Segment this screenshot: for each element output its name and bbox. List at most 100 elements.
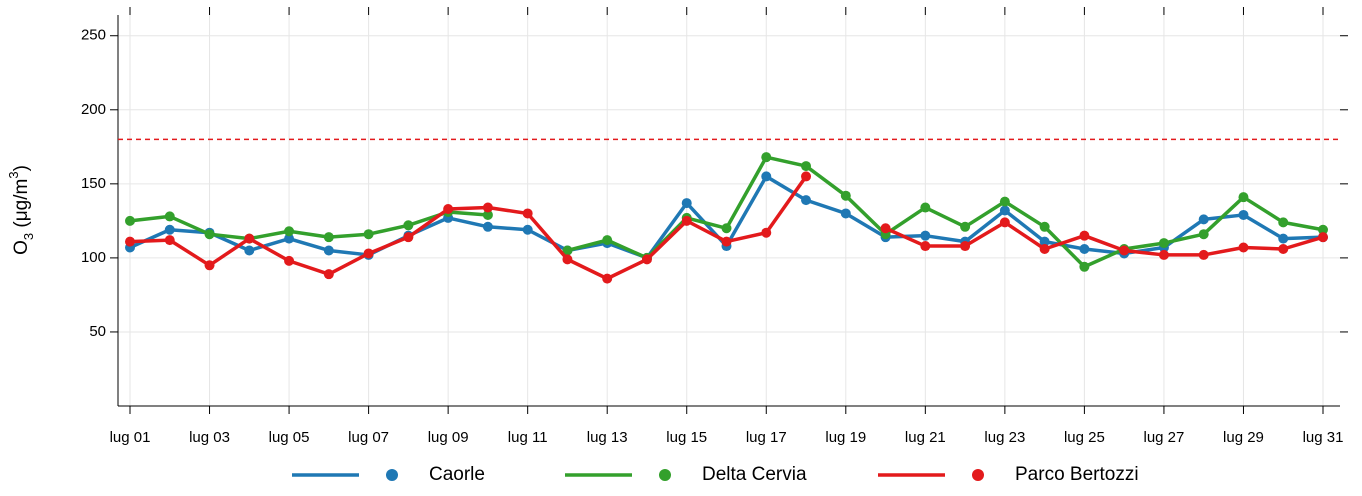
data-point xyxy=(1278,217,1289,228)
data-point xyxy=(1039,244,1050,255)
data-point xyxy=(1079,244,1090,255)
x-tick-label: lug 15 xyxy=(666,429,707,446)
data-point xyxy=(681,198,692,209)
data-point xyxy=(920,241,931,252)
data-point xyxy=(840,208,851,219)
y-tick-label: 200 xyxy=(81,101,106,118)
data-point xyxy=(1158,238,1169,249)
data-point xyxy=(1198,214,1209,225)
data-point xyxy=(721,223,732,234)
data-point xyxy=(1119,245,1130,256)
data-point xyxy=(244,233,255,244)
data-point xyxy=(284,255,295,266)
data-point xyxy=(960,221,971,232)
data-point xyxy=(323,269,334,280)
data-point xyxy=(880,223,891,234)
legend-dot xyxy=(386,469,398,481)
data-point xyxy=(999,196,1010,207)
data-point xyxy=(1278,233,1289,244)
data-point xyxy=(801,171,812,182)
data-point xyxy=(522,224,533,235)
x-tick-label: lug 29 xyxy=(1223,429,1264,446)
data-point xyxy=(602,273,613,284)
y-label-part: 3 xyxy=(21,233,36,240)
data-point xyxy=(403,220,414,231)
x-tick-label: lug 23 xyxy=(984,429,1025,446)
data-point xyxy=(403,232,414,243)
data-point xyxy=(801,195,812,206)
data-point xyxy=(482,202,493,213)
data-point xyxy=(482,221,493,232)
data-point xyxy=(1039,221,1050,232)
data-point xyxy=(363,229,374,240)
data-point xyxy=(284,233,295,244)
y-label-part: O xyxy=(11,240,32,255)
data-point xyxy=(1079,230,1090,241)
data-point xyxy=(999,205,1010,216)
data-point xyxy=(363,248,374,259)
y-label-part: ) xyxy=(11,165,32,171)
data-point xyxy=(522,208,533,219)
x-tick-label: lug 07 xyxy=(348,429,389,446)
data-point xyxy=(960,241,971,252)
legend-label: Caorle xyxy=(429,464,485,485)
x-tick-label: lug 31 xyxy=(1303,429,1344,446)
y-tick-label: 50 xyxy=(89,323,106,340)
data-point xyxy=(125,215,135,226)
legend-dot xyxy=(972,469,984,481)
data-point xyxy=(323,232,334,243)
data-point xyxy=(602,235,613,246)
data-point xyxy=(323,245,334,256)
data-point xyxy=(244,245,255,256)
data-point xyxy=(761,152,772,163)
data-point xyxy=(681,215,692,226)
y-tick-label: 250 xyxy=(81,27,106,44)
data-point xyxy=(1238,192,1249,203)
data-point xyxy=(641,254,652,265)
data-point xyxy=(125,236,135,247)
legend-label: Parco Bertozzi xyxy=(1015,464,1139,485)
y-label-part: 3 xyxy=(6,171,21,178)
data-point xyxy=(164,235,175,246)
data-point xyxy=(1318,232,1328,243)
x-tick-label: lug 19 xyxy=(825,429,866,446)
y-label-part: (μg/m xyxy=(11,179,32,233)
data-point xyxy=(164,211,175,222)
data-point xyxy=(562,254,573,265)
x-tick-label: lug 21 xyxy=(905,429,946,446)
data-point xyxy=(761,171,772,182)
data-point xyxy=(284,226,295,237)
data-point xyxy=(1198,229,1209,240)
data-point xyxy=(562,245,573,256)
x-tick-label: lug 27 xyxy=(1143,429,1184,446)
data-point xyxy=(164,224,175,235)
series-line xyxy=(129,155,1324,269)
x-tick-label: lug 13 xyxy=(587,429,628,446)
data-point xyxy=(1238,242,1249,253)
data-point xyxy=(482,209,493,220)
data-point xyxy=(1158,249,1169,260)
x-tick-label: lug 11 xyxy=(508,429,548,446)
y-tick-label: 100 xyxy=(81,249,106,266)
legend-dot xyxy=(659,469,671,481)
x-tick-label: lug 03 xyxy=(189,429,230,446)
data-point xyxy=(721,236,732,247)
series-line xyxy=(129,175,1324,281)
x-tick-label: lug 09 xyxy=(428,429,469,446)
data-point xyxy=(1318,224,1328,235)
legend: Caorle Delta Cervia Parco Bertozzi xyxy=(292,464,1139,485)
data-point xyxy=(920,202,931,213)
x-tick-label: lug 01 xyxy=(110,429,151,446)
data-point xyxy=(1198,249,1209,260)
data-point xyxy=(801,161,812,172)
data-point xyxy=(840,190,851,201)
data-point xyxy=(761,227,772,238)
x-tick-label: lug 17 xyxy=(746,429,787,446)
data-point xyxy=(1039,236,1050,247)
data-point xyxy=(204,260,215,271)
data-point xyxy=(204,229,215,240)
x-tick-label: lug 25 xyxy=(1064,429,1105,446)
data-point xyxy=(1079,261,1090,272)
data-point xyxy=(443,204,454,215)
y-tick-label: 150 xyxy=(81,175,106,192)
